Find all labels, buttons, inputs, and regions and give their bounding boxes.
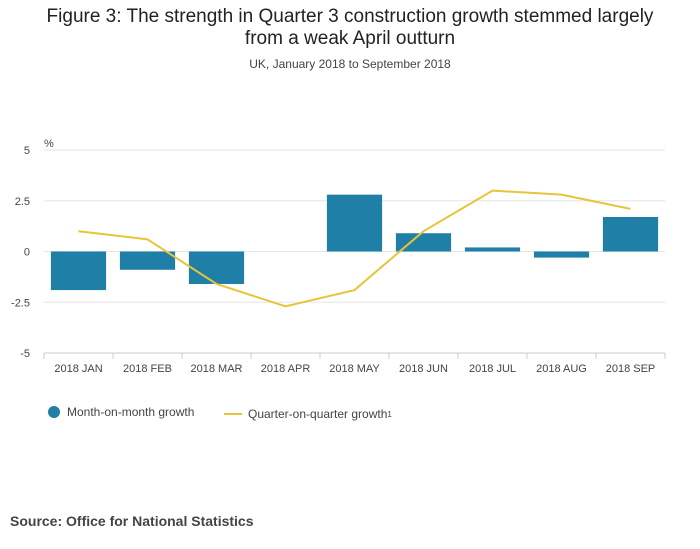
y-tick-label: 5	[24, 145, 30, 157]
x-tick-label: 2018 MAY	[329, 363, 380, 375]
chart-title-line-1: Figure 3: The strength in Quarter 3 cons…	[46, 6, 654, 27]
chart-title-line-2: from a weak April outturn	[244, 28, 456, 49]
x-tick-label: 2018 JUN	[399, 363, 448, 375]
legend-quarter-footnote: 1	[387, 409, 392, 419]
y-tick-label: -5	[20, 348, 30, 360]
legend-item-month[interactable]: Month-on-month growth	[48, 405, 194, 419]
y-tick-label: 0	[24, 247, 30, 259]
bar	[188, 251, 245, 284]
x-tick-label: 2018 MAR	[191, 363, 243, 375]
legend-line-swatch-icon	[224, 413, 242, 415]
x-tick-label: 2018 JUL	[469, 363, 516, 375]
axes: 5 2.5 0 -2.5 -5% 2018 JAN 2018 FEB 2018 MAR 2018…	[11, 138, 666, 375]
x-tick-label: 2018 AUG	[536, 363, 587, 375]
bar-series	[50, 194, 659, 291]
x-tick-label: 2018 APR	[261, 363, 311, 375]
y-tick-label: 2.5	[15, 196, 30, 208]
legend-month-label: Month-on-month growth	[67, 405, 195, 419]
source-note: Source: Office for National Statistics	[10, 513, 254, 529]
x-tick-label: 2018 JAN	[54, 363, 102, 375]
chart-area: 5 2.5 0 -2.5 -5% 2018 JAN 2018 FEB 2018 MAR 2018…	[11, 138, 666, 375]
bar	[602, 216, 659, 252]
bar	[464, 247, 521, 252]
bar	[50, 251, 107, 291]
chart-subtitle: UK, January 2018 to September 2018	[249, 57, 451, 71]
legend-bar-swatch-icon	[48, 406, 60, 418]
bar	[395, 233, 452, 252]
y-tick-label: -2.5	[11, 297, 30, 309]
line-series	[78, 189, 631, 308]
bar	[119, 251, 176, 270]
legend-quarter-label: Quarter-on-quarter growth	[248, 407, 388, 421]
bar	[326, 194, 383, 252]
bar	[533, 251, 590, 258]
legend-item-quarter[interactable]: Quarter-on-quarter growth 1	[224, 407, 392, 421]
x-tick-label: 2018 FEB	[123, 363, 172, 375]
y-axis-unit-label: %	[44, 138, 54, 150]
x-tick-label: 2018 SEP	[606, 363, 656, 375]
chart-title: Figure 3: The strength in Quarter 3 cons…	[0, 6, 700, 50]
